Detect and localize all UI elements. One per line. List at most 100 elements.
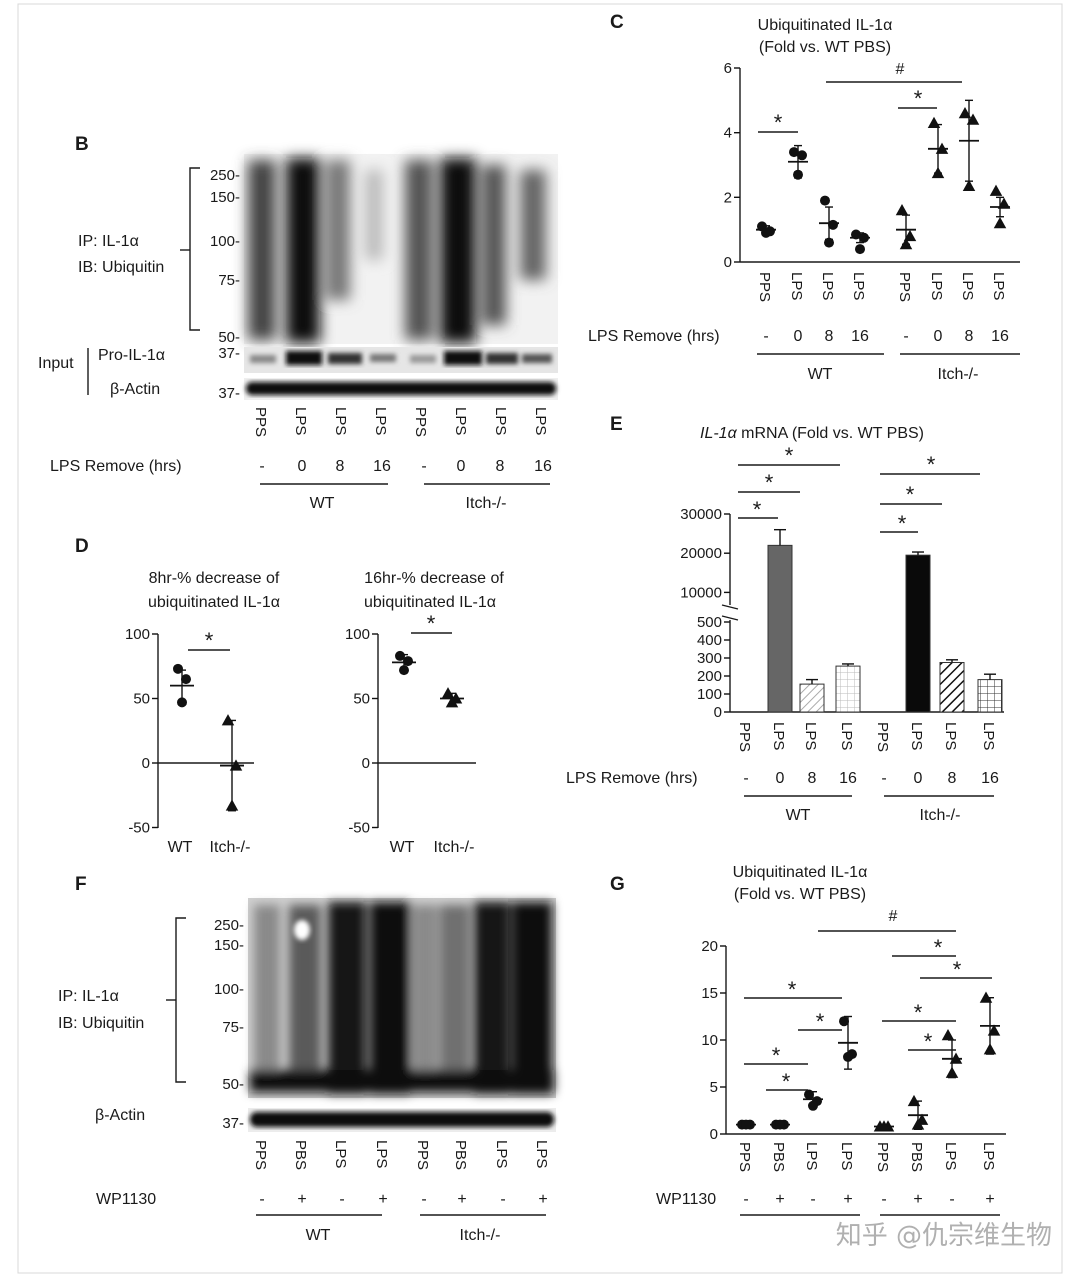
lane-label: PPS (896, 272, 913, 302)
marker-75: 75- (222, 1019, 244, 1036)
data-point-circle (797, 150, 807, 161)
panel-f-markers: 250- 150- 100- 75- 50- 37- (214, 917, 244, 1132)
lane-label: LPS (802, 722, 819, 750)
lane-label: LPS (332, 1140, 349, 1168)
lane-label: LPS (990, 272, 1007, 300)
row-value: 0 (776, 770, 785, 787)
lane-label: PBS (770, 1142, 787, 1172)
data-point-circle (843, 1051, 853, 1062)
sig-star: * (782, 1069, 791, 1094)
data-point-circle (399, 665, 409, 676)
sig-star: * (914, 86, 923, 111)
y-tick-label: 2 (724, 189, 732, 206)
y-tick-label: 4 (724, 125, 732, 142)
data-point-triangle (441, 687, 455, 699)
d-xlabel-wt: WT (168, 839, 193, 856)
data-point-triangle (997, 197, 1011, 209)
marker-37b: 37- (218, 385, 240, 402)
lane-label: PPS (414, 1140, 431, 1170)
y-tick-label: 6 (724, 60, 732, 77)
group-itch: Itch-/- (460, 1227, 501, 1244)
panel-d-right-title1: 16hr-% decrease of (364, 570, 504, 587)
y-tick-label: 100 (697, 686, 722, 703)
bar (767, 544, 793, 713)
panel-e-letter: E (610, 414, 623, 435)
bar (835, 665, 861, 713)
panel-d-letter: D (75, 536, 89, 557)
panel-c-title2: (Fold vs. WT PBS) (759, 39, 891, 56)
panel-c-letter: C (610, 12, 624, 33)
data-point-triangle (935, 142, 949, 154)
data-point-circle (181, 674, 191, 685)
group-wt: WT (310, 495, 335, 512)
row-value: - (763, 328, 768, 345)
y-tick-label: 20000 (680, 545, 722, 562)
data-point-triangle (895, 204, 909, 216)
bar (977, 679, 1003, 713)
y-tick-label: 0 (710, 1126, 718, 1143)
lane-label: PPS (736, 722, 753, 752)
panel-d-right-title2: ubiquitinated IL-1α (364, 594, 496, 611)
lane-label: LPS (492, 407, 509, 435)
row-value: + (775, 1191, 784, 1208)
lane-label: LPS (803, 1142, 820, 1170)
sig-star: * (914, 1000, 923, 1025)
y-tick-label: -50 (128, 820, 150, 837)
data-point-circle (395, 650, 405, 661)
y-tick-label: 200 (697, 668, 722, 685)
panel-e-title-rest: mRNA (Fold vs. WT PBS) (737, 425, 924, 442)
row-value: - (903, 328, 908, 345)
data-point-circle (808, 1100, 818, 1111)
panel-b-input-label: Input (38, 355, 74, 372)
data-point-circle (804, 1089, 814, 1100)
row-value: 0 (457, 458, 466, 475)
lane-label: PPS (874, 722, 891, 752)
panel-f-letter: F (75, 874, 87, 895)
panel-f-row-label: WP1130 (96, 1191, 156, 1208)
row-value: 16 (991, 328, 1009, 345)
marker-250: 250- (210, 167, 240, 184)
lane-label: LPS (819, 272, 836, 300)
data-point-circle (820, 195, 830, 206)
lane-label: PPS (412, 407, 429, 437)
y-tick-label: 100 (345, 626, 370, 643)
lane-label: PBS (292, 1140, 309, 1170)
marker-150: 150- (210, 189, 240, 206)
data-point-triangle (911, 1118, 925, 1130)
bar (799, 683, 825, 713)
group-itch: Itch-/- (938, 366, 979, 383)
data-point-triangle (225, 799, 239, 811)
data-point-circle (761, 227, 771, 238)
d-xlabel-itch: Itch-/- (434, 839, 475, 856)
panel-g-title1: Ubiquitinated IL-1α (733, 864, 868, 881)
row-value: - (421, 1191, 426, 1208)
bar (939, 662, 965, 713)
lane-label: LPS (373, 1140, 390, 1168)
row-value: - (743, 1191, 748, 1208)
panel-c: C Ubiquitinated IL-1α (Fold vs. WT PBS) … (588, 12, 1020, 383)
data-point-triangle (877, 1120, 891, 1132)
row-value: + (457, 1191, 466, 1208)
marker-75: 75- (218, 272, 240, 289)
sig-star: * (765, 470, 774, 495)
panel-d: D 8hr-% decrease of ubiquitinated IL-1α … (75, 536, 504, 856)
lane-label: LPS (838, 722, 855, 750)
data-point-triangle (979, 991, 993, 1003)
row-value: 16 (373, 458, 391, 475)
row-value: - (881, 1191, 886, 1208)
panel-g-sig: # * * * * * * * * (744, 908, 992, 1094)
lane-label: LPS (959, 272, 976, 300)
row-value: - (259, 1191, 264, 1208)
lane-label: LPS (770, 722, 787, 750)
panel-b-blot (244, 154, 558, 400)
data-point-triangle (927, 116, 941, 128)
row-value: - (810, 1191, 815, 1208)
row-value: 16 (534, 458, 552, 475)
sig-star: * (924, 1029, 933, 1054)
lane-label: LPS (942, 722, 959, 750)
sig-star: * (427, 611, 436, 636)
y-tick-label: 0 (362, 755, 370, 772)
row-value: - (949, 1191, 954, 1208)
y-tick-label: 0 (714, 704, 722, 721)
group-wt: WT (808, 366, 833, 383)
